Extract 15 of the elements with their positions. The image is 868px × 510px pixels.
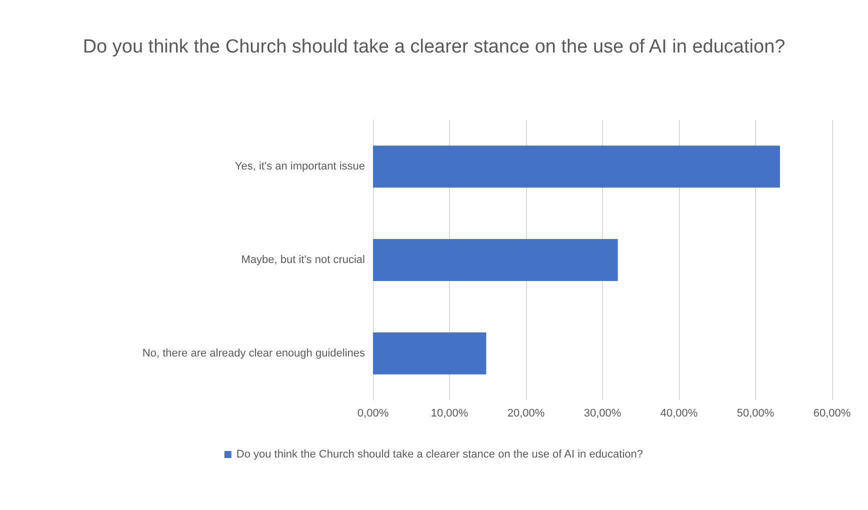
x-tick-label: 30,00% (584, 408, 622, 420)
x-tick-label: 0,00% (357, 408, 389, 420)
x-tick-label: 60,00% (813, 408, 851, 420)
x-tick-label: 40,00% (660, 408, 698, 420)
y-tick-label: No, there are already clear enough guidelines (142, 347, 366, 360)
chart-title: Do you think the Church should take a clearer stance on the use of AI in education? (82, 36, 786, 58)
x-tick-label: 20,00% (507, 408, 545, 420)
y-tick-label: Yes, it's an important issue (234, 160, 365, 173)
y-tick-label: Maybe, but it's not crucial (241, 254, 365, 266)
bar (373, 239, 618, 281)
bar (373, 146, 780, 188)
x-tick-label: 50,00% (736, 408, 774, 420)
x-tick-label: 10,00% (430, 408, 468, 420)
bar (373, 332, 486, 374)
legend-label: Do you think the Church should take a clearer stance on the use of AI in education? (236, 448, 644, 460)
